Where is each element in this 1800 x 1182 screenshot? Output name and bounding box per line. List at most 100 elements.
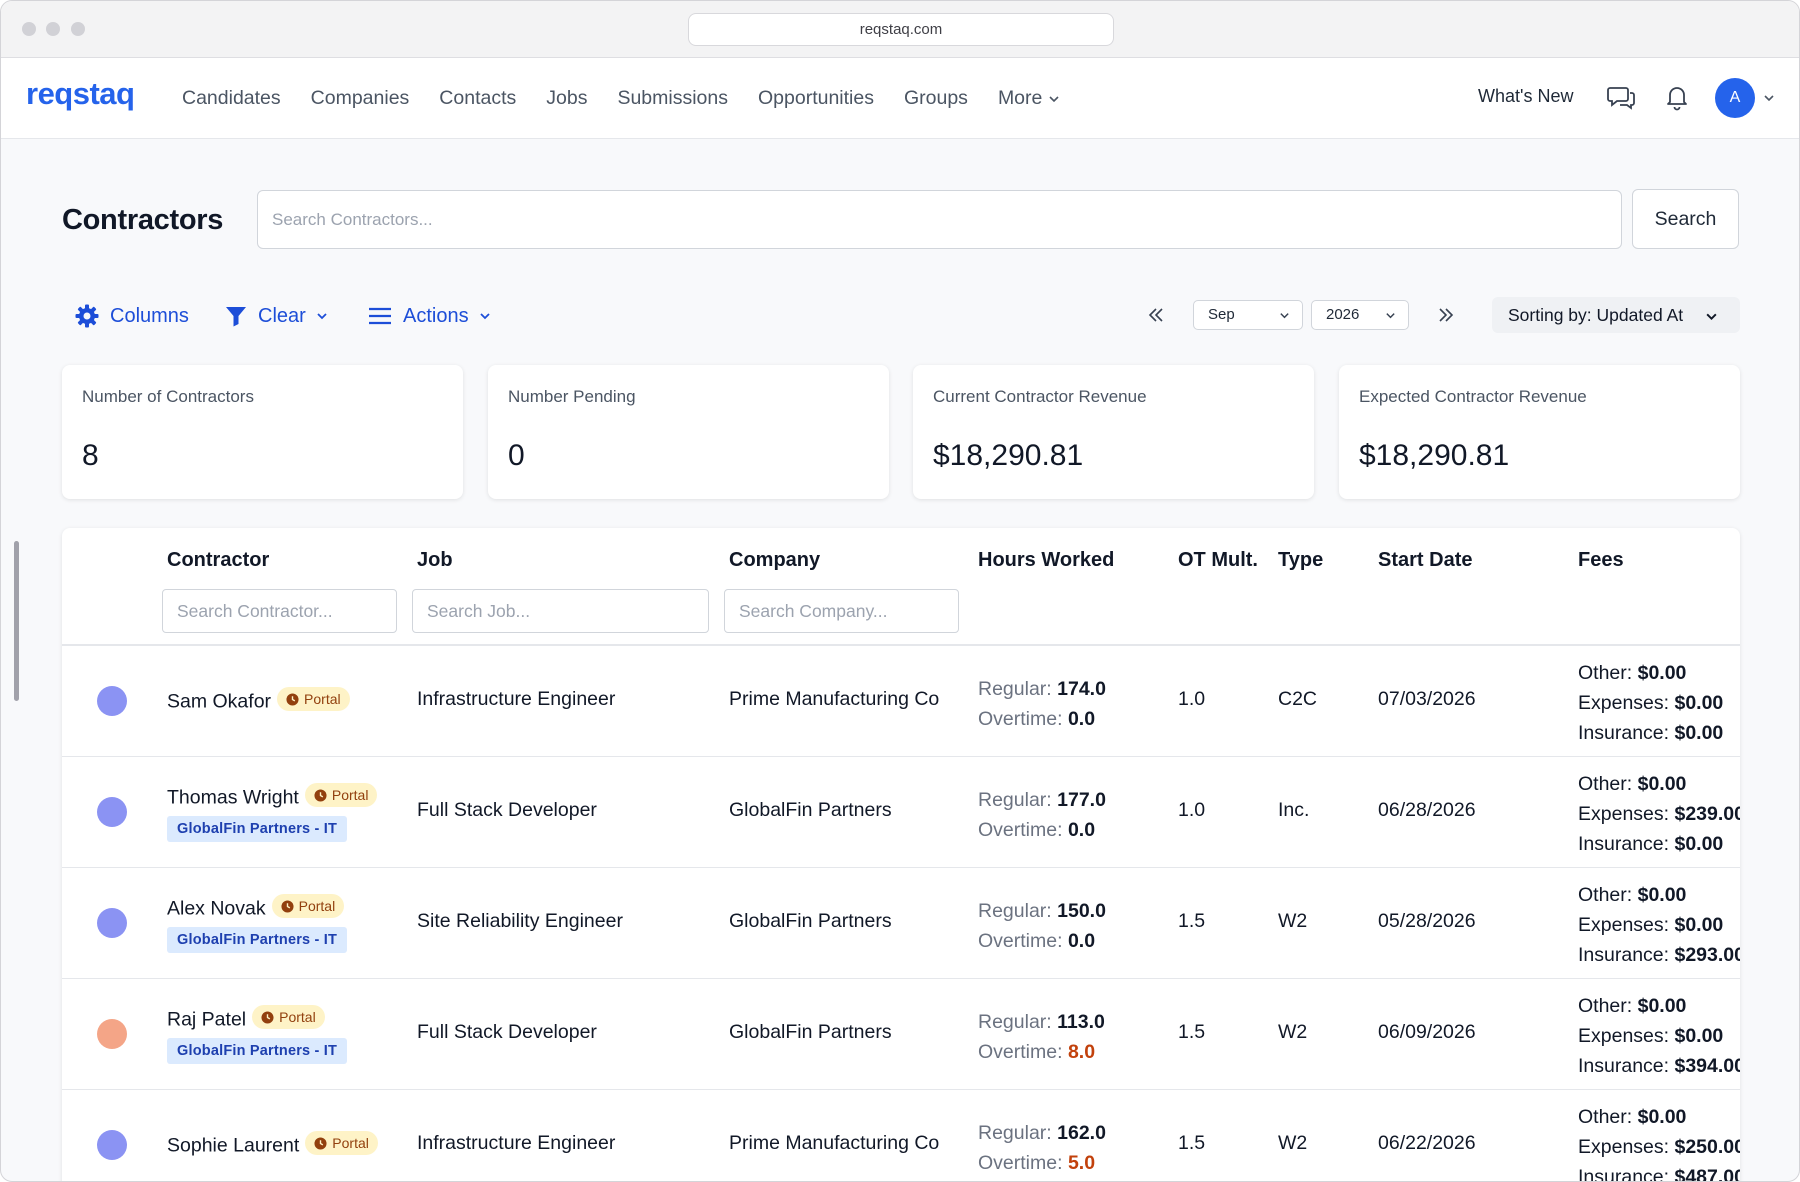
job-cell[interactable]: Site Reliability Engineer	[417, 910, 623, 932]
column-header-hours-worked[interactable]: Hours Worked	[978, 549, 1115, 571]
search-button[interactable]: Search	[1632, 189, 1739, 249]
contractor-filter-input[interactable]	[162, 589, 397, 633]
sorting-dropdown[interactable]: Sorting by: Updated At	[1492, 297, 1740, 333]
user-avatar[interactable]: A	[1715, 78, 1755, 118]
table-row[interactable]: Thomas Wright Portal GlobalFin Partners - …	[62, 757, 1740, 868]
hours-cell: Regular: 162.0 Overtime: 5.0	[978, 1118, 1106, 1178]
stat-label: Current Contractor Revenue	[933, 387, 1147, 406]
status-dot	[97, 797, 127, 827]
stat-value: 8	[82, 439, 99, 472]
app-logo[interactable]: reqstaq	[26, 76, 135, 111]
group-tag[interactable]: GlobalFin Partners - IT	[167, 815, 348, 842]
clock-icon	[261, 1010, 274, 1024]
ot-mult-cell: 1.0	[1178, 799, 1206, 821]
company-cell[interactable]: GlobalFin Partners	[729, 1021, 892, 1043]
portal-label: Portal	[279, 1009, 316, 1025]
job-cell[interactable]: Infrastructure Engineer	[417, 1132, 616, 1154]
chat-icon[interactable]	[1606, 82, 1636, 112]
menu-icon	[369, 307, 391, 325]
type-cell: Inc.	[1278, 799, 1310, 821]
contractor-name[interactable]: Alex Novak	[167, 897, 266, 920]
nav-more[interactable]: More	[998, 87, 1060, 110]
company-cell[interactable]: Prime Manufacturing Co	[729, 688, 940, 710]
window-zoom-dot[interactable]	[71, 22, 85, 36]
status-dot	[97, 908, 127, 938]
chevron-down-icon	[1706, 313, 1717, 321]
job-filter-input[interactable]	[412, 589, 709, 633]
group-tag[interactable]: GlobalFin Partners - IT	[167, 1037, 348, 1064]
regular-label: Regular:	[978, 789, 1052, 811]
expenses-fee: $0.00	[1674, 692, 1724, 714]
chevron-down-icon	[1386, 313, 1395, 319]
contractor-name[interactable]: Sam Okafor	[167, 690, 272, 713]
job-cell[interactable]: Full Stack Developer	[417, 799, 597, 821]
scrollbar-thumb[interactable]	[14, 541, 19, 701]
next-period-icon[interactable]	[1435, 304, 1457, 326]
ot-mult-cell: 1.5	[1178, 1021, 1206, 1043]
column-header-contractor[interactable]: Contractor	[167, 549, 270, 571]
chevron-down-icon[interactable]	[1763, 92, 1775, 104]
actions-button[interactable]: Actions	[367, 301, 491, 331]
nav-companies[interactable]: Companies	[310, 87, 410, 109]
year-select[interactable]: 2026	[1311, 300, 1409, 330]
contractor-name[interactable]: Raj Patel	[167, 1008, 247, 1031]
portal-badge: Portal	[271, 894, 345, 918]
company-cell[interactable]: GlobalFin Partners	[729, 799, 892, 821]
table-row[interactable]: Sam Okafor Portal Infrastructure Engineer P…	[62, 646, 1740, 757]
contractor-cell: Raj Patel Portal GlobalFin Partners - IT	[167, 1005, 348, 1064]
nav-opportunities[interactable]: Opportunities	[758, 87, 874, 109]
table-row[interactable]: Alex Novak Portal GlobalFin Partners - IT S…	[62, 868, 1740, 979]
nav-jobs[interactable]: Jobs	[546, 87, 588, 109]
clear-filter-button[interactable]: Clear	[224, 301, 328, 331]
company-cell[interactable]: Prime Manufacturing Co	[729, 1132, 940, 1154]
group-tag[interactable]: GlobalFin Partners - IT	[167, 926, 348, 953]
portal-label: Portal	[304, 691, 341, 707]
company-filter-input[interactable]	[724, 589, 959, 633]
search-contractors-input[interactable]	[257, 190, 1622, 249]
bell-icon[interactable]	[1662, 82, 1692, 112]
insurance-label: Insurance:	[1578, 1055, 1670, 1077]
regular-label: Regular:	[978, 1122, 1052, 1144]
column-header-start-date[interactable]: Start Date	[1378, 549, 1473, 571]
window-close-dot[interactable]	[22, 22, 36, 36]
portal-label: Portal	[331, 787, 369, 803]
clock-icon	[314, 788, 327, 802]
contractor-name[interactable]: Sophie Laurent	[167, 1134, 300, 1157]
column-header-ot-mult[interactable]: OT Mult.	[1178, 549, 1258, 571]
nav-candidates[interactable]: Candidates	[182, 87, 281, 109]
window-minimize-dot[interactable]	[46, 22, 60, 36]
hours-cell: Regular: 113.0 Overtime: 8.0	[978, 1007, 1105, 1067]
clock-icon	[314, 1136, 327, 1150]
column-header-job[interactable]: Job	[417, 549, 453, 571]
contractor-name[interactable]: Thomas Wright	[167, 786, 299, 809]
type-cell: W2	[1278, 1132, 1308, 1154]
job-cell[interactable]: Full Stack Developer	[417, 1021, 597, 1043]
nav-groups[interactable]: Groups	[903, 87, 968, 109]
hours-cell: Regular: 174.0 Overtime: 0.0	[978, 674, 1106, 734]
nav-more-label: More	[997, 87, 1043, 109]
month-select[interactable]: Sep	[1193, 300, 1303, 330]
table-row[interactable]: Sophie Laurent Portal Infrastructure Engin…	[62, 1090, 1740, 1181]
column-header-fees[interactable]: Fees	[1578, 549, 1624, 571]
nav-submissions[interactable]: Submissions	[617, 87, 728, 109]
actions-label: Actions	[403, 304, 469, 327]
overtime-hours: 0.0	[1067, 819, 1096, 841]
columns-button[interactable]: Columns	[74, 301, 189, 331]
nav-contacts[interactable]: Contacts	[439, 87, 517, 109]
job-cell[interactable]: Infrastructure Engineer	[417, 688, 616, 710]
table-row[interactable]: Raj Patel Portal GlobalFin Partners - IT Fu…	[62, 979, 1740, 1090]
previous-period-icon[interactable]	[1145, 304, 1167, 326]
overtime-hours: 8.0	[1067, 1041, 1096, 1063]
clock-icon	[281, 899, 294, 913]
company-cell[interactable]: GlobalFin Partners	[729, 910, 892, 932]
address-bar[interactable]: reqstaq.com	[688, 13, 1114, 46]
expenses-fee: $239.00	[1674, 803, 1740, 825]
column-header-company[interactable]: Company	[729, 549, 821, 571]
overtime-label: Overtime:	[978, 708, 1063, 730]
column-header-type[interactable]: Type	[1278, 549, 1324, 571]
whats-new-link[interactable]: What's New	[1478, 86, 1574, 106]
expenses-label: Expenses:	[1578, 914, 1670, 936]
expenses-label: Expenses:	[1578, 1025, 1670, 1047]
insurance-label: Insurance:	[1578, 833, 1670, 855]
